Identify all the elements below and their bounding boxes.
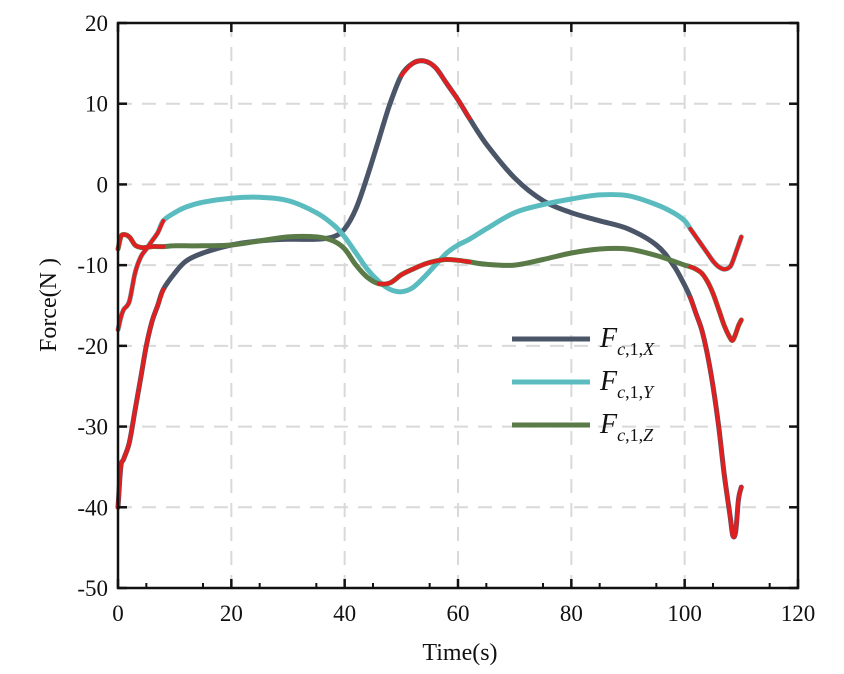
y-tick-label: -40 <box>77 495 108 520</box>
y-tick-label: 0 <box>97 172 109 197</box>
x-tick-label: 40 <box>333 601 356 626</box>
legend-label-1: Fc,1,Y <box>599 366 655 402</box>
highlight-segment-0 <box>399 58 472 121</box>
legend-label-2: Fc,1,Z <box>599 409 654 445</box>
y-tick-label: -20 <box>77 334 108 359</box>
x-tick-label: 80 <box>560 601 583 626</box>
y-tick-label: -10 <box>77 253 108 278</box>
x-tick-label: 60 <box>447 601 470 626</box>
y-tick-label: -50 <box>77 576 108 601</box>
highlight-segment-2 <box>116 232 166 251</box>
legend: Fc,1,X Fc,1,Y Fc,1,Z <box>512 323 655 445</box>
tick-labels: 0 20 40 60 80 100 120 -50 -40 -30 -20 -10 0 10 20 <box>77 11 815 626</box>
highlight-segment-2 <box>376 257 472 286</box>
y-tick-label: -30 <box>77 415 108 440</box>
x-tick-label: 100 <box>667 601 702 626</box>
series-line-0 <box>115 58 744 540</box>
highlight-segment-0 <box>116 287 166 510</box>
highlight-segment-1 <box>116 218 166 332</box>
axes-frame <box>116 21 800 590</box>
series-layer <box>115 58 744 540</box>
x-tick-label: 120 <box>781 601 816 626</box>
y-axis-title: Force(N ) <box>36 258 62 352</box>
y-tick-label: 20 <box>85 11 108 36</box>
legend-label-0: Fc,1,X <box>599 323 655 359</box>
y-tick-label: 10 <box>85 92 108 117</box>
grid-layer <box>118 23 798 588</box>
highlight-segment-2 <box>688 264 744 343</box>
highlight-segment-1 <box>688 226 744 272</box>
x-axis-title: Time(s) <box>422 640 497 666</box>
x-tick-label: 0 <box>112 601 124 626</box>
x-tick-label: 20 <box>220 601 243 626</box>
highlight-segment-0 <box>688 295 744 540</box>
